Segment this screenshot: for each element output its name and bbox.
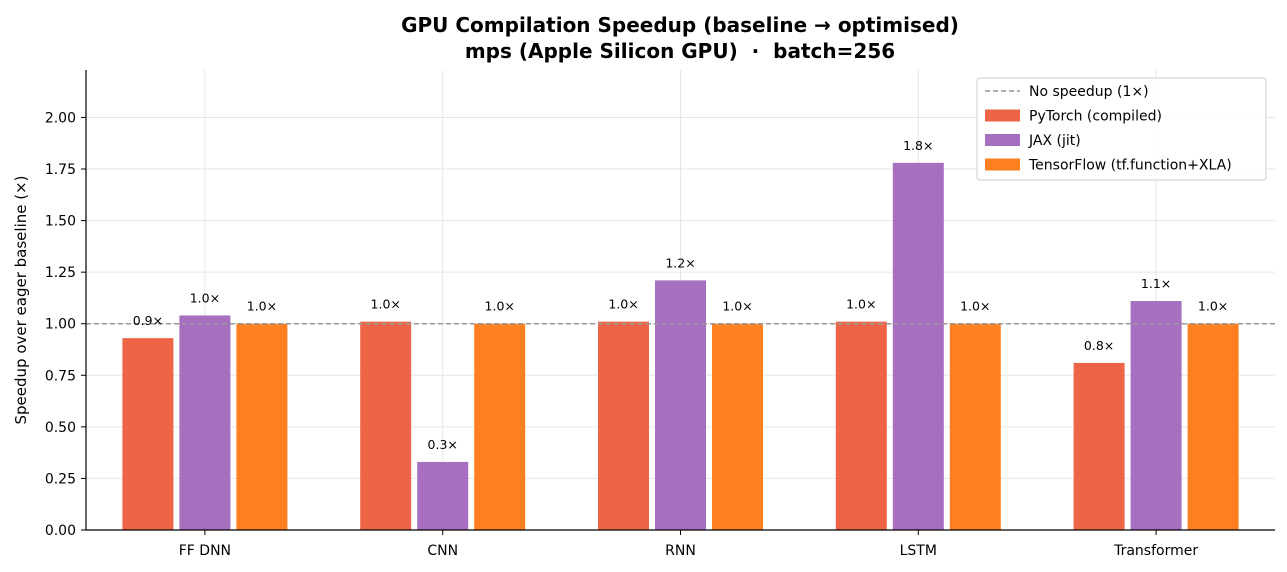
- bar: [655, 280, 706, 530]
- y-tick-label: 1.50: [45, 214, 76, 230]
- legend: No speedup (1×) PyTorch (compiled) JAX (ji…: [976, 77, 1267, 181]
- y-tick-label: 0.50: [45, 420, 76, 436]
- chart-subtitle: mps (Apple Silicon GPU) · batch=256: [465, 39, 895, 63]
- bar-value-label: 1.8×: [903, 138, 933, 153]
- x-tick-label: Transformer: [1113, 543, 1198, 559]
- axes: 0.00 0.25 0.50 0.75 1.00 1.25 1.50 1.75 2.00 FF D…: [45, 70, 1275, 559]
- bar: [835, 321, 887, 530]
- bar-value-label: 1.0×: [608, 297, 638, 312]
- y-tick-label: 1.25: [45, 265, 76, 281]
- legend-swatch: [985, 134, 1020, 146]
- bar-value-label: 1.0×: [485, 299, 515, 314]
- chart-title: GPU Compilation Speedup (baseline → opti…: [401, 13, 959, 37]
- bar-value-label: 0.3×: [428, 437, 458, 452]
- bar-value-label: 1.1×: [1141, 276, 1171, 291]
- bar: [1073, 362, 1125, 530]
- bar: [598, 321, 649, 530]
- bar-value-label: 1.2×: [665, 255, 695, 270]
- x-tick-label: CNN: [427, 543, 458, 559]
- x-tick-label: FF DNN: [179, 543, 231, 559]
- bar: [179, 315, 231, 530]
- bar: [360, 321, 412, 530]
- legend-label-reference: No speedup (1×): [1029, 84, 1149, 100]
- y-tick-label: 0.25: [45, 471, 76, 487]
- legend-swatch: [985, 109, 1020, 122]
- legend-frame: [976, 77, 1267, 181]
- bar: [1187, 323, 1239, 530]
- bar: [474, 323, 526, 530]
- bar: [892, 162, 944, 530]
- bar: [122, 338, 174, 530]
- y-tick-label: 0.75: [45, 368, 76, 384]
- y-tick-label: 0.00: [45, 523, 76, 539]
- legend-swatch: [985, 158, 1020, 171]
- y-tick-label: 1.75: [45, 162, 76, 178]
- bar-value-label: 0.9×: [133, 313, 163, 328]
- bar-value-label: 1.0×: [190, 290, 220, 305]
- bar: [417, 461, 469, 530]
- legend-label: JAX (jit): [1028, 133, 1081, 149]
- bars: [122, 162, 1239, 530]
- bar-value-label: 1.0×: [247, 299, 277, 314]
- y-tick-label: 1.00: [45, 317, 76, 333]
- legend-label: PyTorch (compiled): [1029, 109, 1162, 125]
- bar: [1130, 301, 1182, 530]
- bar-value-label: 0.8×: [1084, 338, 1114, 353]
- bar-value-label: 1.0×: [846, 297, 876, 312]
- legend-label: TensorFlow (tf.function+XLA): [1028, 158, 1232, 174]
- y-axis-label: Speedup over eager baseline (×): [12, 175, 30, 424]
- bar: [236, 323, 288, 530]
- bar-value-label: 1.0×: [722, 299, 752, 314]
- x-tick-label: LSTM: [900, 543, 937, 559]
- y-tick-label: 2.00: [45, 110, 76, 126]
- bar-value-label: 1.0×: [960, 299, 990, 314]
- data-labels: 0.9× 1.0× 1.0× 1.0× 0.8× 1.0× 0.3× 1.2× 1.8× 1.1×…: [133, 138, 1229, 452]
- bar-value-label: 1.0×: [1198, 299, 1228, 314]
- x-tick-label: RNN: [665, 543, 696, 559]
- bar: [949, 323, 1001, 530]
- bar-value-label: 1.0×: [371, 297, 401, 312]
- bar: [712, 323, 763, 530]
